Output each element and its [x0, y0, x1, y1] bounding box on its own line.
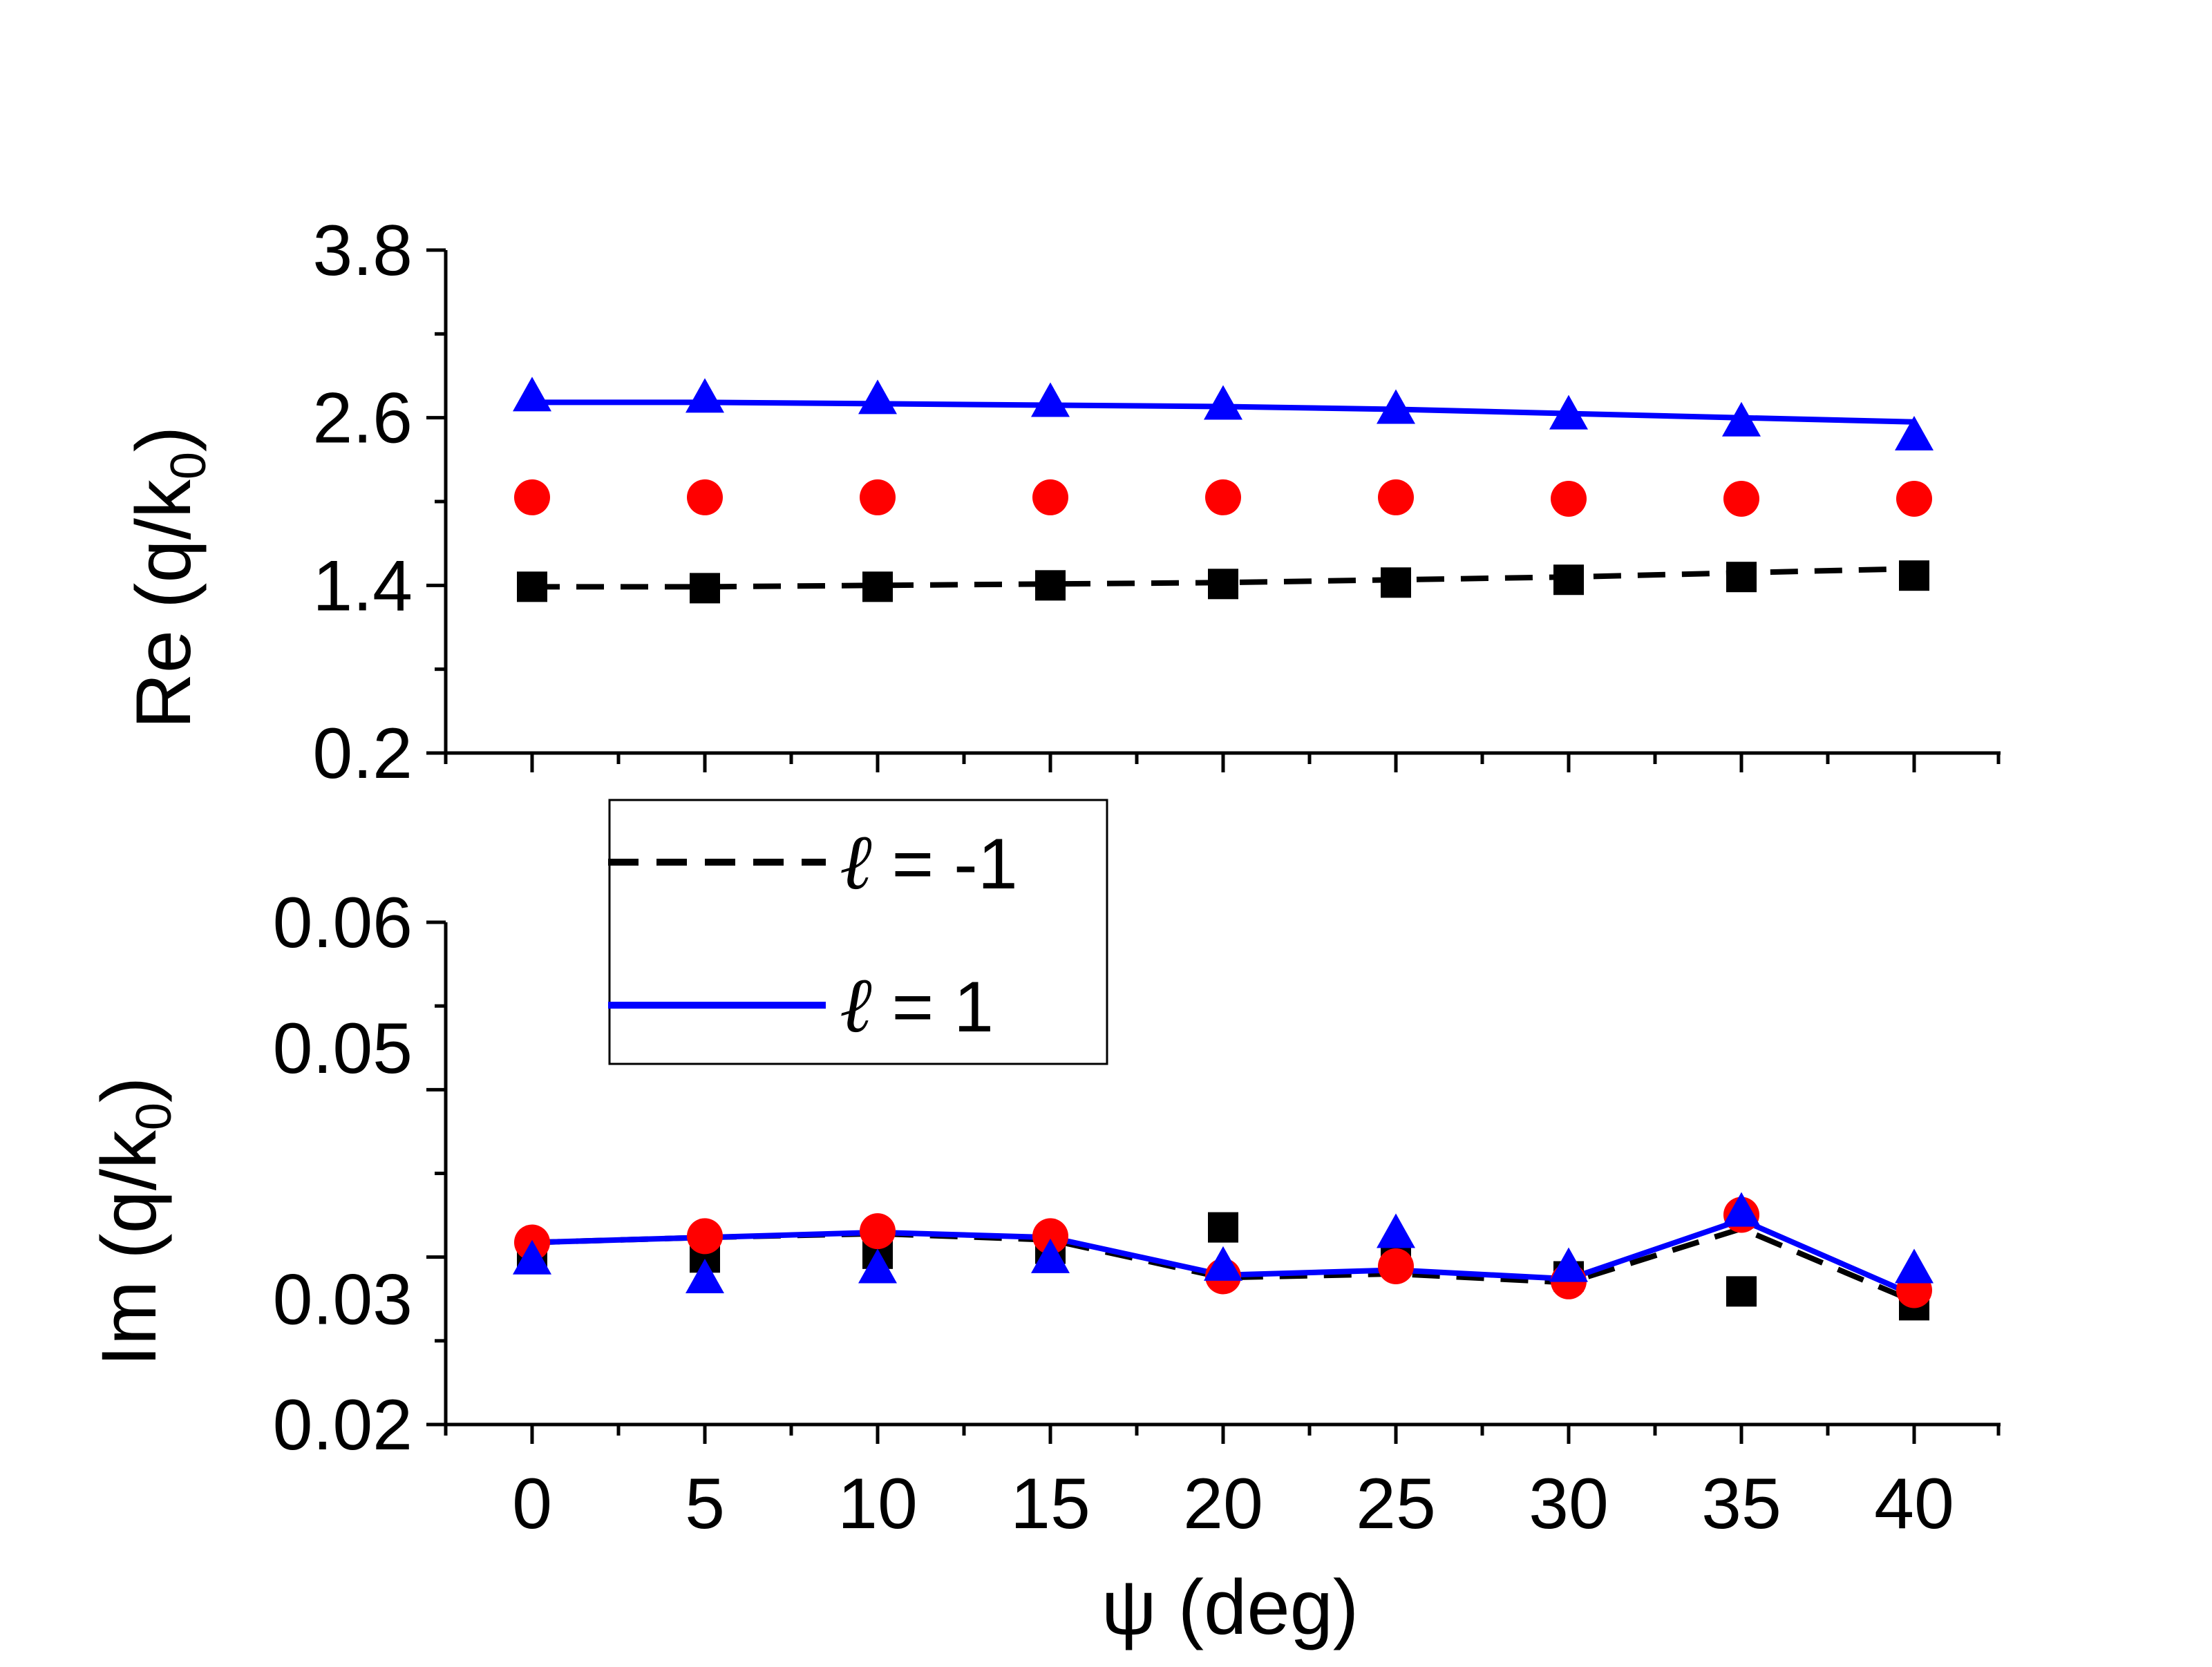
top-ticks: 0.2 1.4 2.6 3.8 — [312, 211, 2001, 794]
triangle-marker — [1895, 415, 1934, 450]
y-tick-label: 0.05 — [273, 1009, 413, 1089]
circle-marker — [860, 479, 896, 515]
square-marker — [517, 571, 547, 602]
y-tick-label: 0.03 — [273, 1259, 413, 1340]
circle-marker — [1378, 479, 1414, 515]
x-tick-label: 25 — [1356, 1464, 1436, 1544]
circle-marker — [1896, 480, 1932, 517]
square-marker — [1208, 569, 1238, 600]
square-marker — [1208, 1212, 1238, 1243]
legend-label-l-minus-1: ℓ = -1 — [840, 820, 1018, 906]
square-marker — [1899, 560, 1929, 591]
triangle-marker — [1722, 401, 1761, 437]
square-marker — [690, 573, 720, 604]
triangle-marker — [686, 1258, 724, 1293]
bottom-series — [513, 1192, 1934, 1321]
square-marker — [1726, 562, 1757, 593]
y-tick-label: 0.2 — [312, 714, 413, 794]
triangle-marker — [858, 379, 897, 415]
legend-ell-symbol: ℓ — [840, 820, 872, 906]
legend-label-l-plus-1: ℓ = 1 — [840, 963, 994, 1049]
triangle-marker — [1895, 1248, 1934, 1284]
square-marker — [1553, 564, 1584, 596]
top-y-axis-label-close: ) — [120, 426, 207, 452]
circle-marker — [514, 479, 550, 515]
legend-box — [608, 799, 1108, 1065]
x-tick-label: 30 — [1529, 1464, 1609, 1544]
y-tick-label: 0.06 — [273, 883, 413, 963]
square-marker — [1726, 1276, 1757, 1307]
circle-marker — [1551, 480, 1587, 517]
triangle-marker — [1549, 394, 1588, 430]
y-tick-label: 2.6 — [312, 379, 413, 459]
legend: ℓ = -1 ℓ = 1 — [608, 799, 1108, 1065]
bottom-y-axis-label-sub: 0 — [126, 1103, 182, 1130]
top-y-axis-label-sub: 0 — [161, 452, 216, 479]
square-marker — [1381, 567, 1411, 598]
x-tick-label: 5 — [685, 1464, 725, 1544]
legend-label-text: = -1 — [872, 824, 1018, 904]
top-panel: 0.2 1.4 2.6 3.8 Re (q/k0) — [120, 211, 2001, 794]
bottom-y-axis-label-close: ) — [86, 1077, 172, 1103]
square-marker — [1035, 570, 1066, 601]
triangle-marker — [1031, 382, 1070, 417]
circle-marker — [1723, 480, 1759, 517]
circle-marker — [860, 1213, 896, 1250]
legend-label-text: = 1 — [872, 967, 994, 1047]
x-tick-label: 20 — [1183, 1464, 1263, 1544]
y-tick-label: 0.02 — [273, 1385, 413, 1465]
triangle-marker — [513, 1239, 551, 1275]
triangle-marker — [1204, 385, 1242, 420]
y-tick-label: 3.8 — [312, 211, 413, 291]
square-marker — [862, 571, 893, 602]
x-axis-label: ψ (deg) — [1102, 1564, 1359, 1650]
triangle-marker — [686, 378, 724, 413]
bottom-panel: 0.02 0.03 0.05 0.06 0 5 10 15 20 25 30 35 40 Im (q/k… — [86, 883, 2001, 1650]
triangle-marker — [1377, 1213, 1415, 1248]
y-tick-label: 1.4 — [312, 546, 413, 626]
top-y-axis-label: Re (q/k0) — [120, 426, 216, 729]
circle-marker — [687, 1218, 723, 1255]
triangle-marker — [1204, 1246, 1242, 1281]
x-tick-label: 0 — [512, 1464, 552, 1544]
bottom-y-axis-label-main: Im (q/k — [86, 1130, 172, 1366]
triangle-marker — [1722, 1192, 1761, 1227]
triangle-marker — [513, 377, 551, 412]
triangle-marker — [1031, 1238, 1070, 1273]
series-line-l-minus-1 — [532, 566, 1915, 590]
circle-marker — [1378, 1248, 1414, 1284]
bottom-ticks: 0.02 0.03 0.05 0.06 0 5 10 15 20 25 30 35 40 — [273, 883, 2001, 1544]
circle-marker — [1032, 1218, 1068, 1255]
triangle-marker — [1549, 1247, 1588, 1282]
triangle-marker — [1377, 389, 1415, 424]
circle-marker — [1205, 479, 1241, 515]
x-tick-label: 35 — [1701, 1464, 1781, 1544]
top-y-axis-label-main: Re (q/k — [120, 479, 207, 729]
x-tick-label: 40 — [1874, 1464, 1954, 1544]
circle-marker — [687, 479, 723, 515]
x-tick-label: 15 — [1010, 1464, 1090, 1544]
x-tick-label: 10 — [838, 1464, 918, 1544]
top-series — [513, 377, 1934, 604]
triangle-marker — [858, 1248, 897, 1284]
bottom-y-axis-label: Im (q/k0) — [86, 1077, 182, 1367]
circle-marker — [1032, 479, 1068, 515]
legend-ell-symbol: ℓ — [840, 963, 872, 1049]
